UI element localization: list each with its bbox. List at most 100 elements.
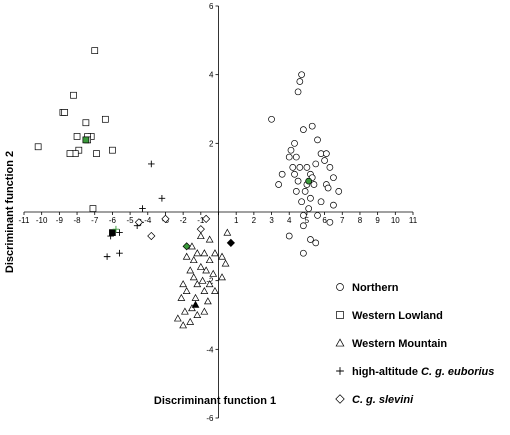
legend-label-part: high-altitude	[352, 366, 421, 378]
circle-point	[314, 136, 321, 144]
square-point	[91, 47, 99, 54]
diamond-point	[147, 231, 156, 241]
legend-label-part: Northern	[352, 282, 399, 294]
circle-point	[330, 174, 337, 182]
circle-point	[335, 188, 343, 195]
circle-point	[292, 153, 300, 161]
square-point	[73, 133, 81, 140]
triangle-point	[205, 235, 214, 243]
triangle-point	[205, 280, 214, 288]
circle-point	[298, 198, 305, 206]
legend-item: Western Mountain	[335, 338, 447, 350]
legend: Northern Western Lowland Western Mountain h…	[335, 282, 494, 406]
triangle-point	[221, 259, 230, 267]
square-point	[75, 146, 83, 154]
plus-point	[158, 194, 166, 202]
legend-diamond-marker	[335, 394, 345, 404]
legend-plus-marker	[336, 367, 344, 375]
triangle-point	[186, 317, 195, 325]
x-tick-label: -2	[180, 216, 188, 225]
x-tick-label: -9	[56, 216, 64, 225]
circle-point	[291, 139, 298, 147]
triangle-point	[173, 314, 182, 322]
y-tick-label: 4	[209, 71, 214, 80]
triangle-point	[179, 280, 188, 288]
x-tick-label: 2	[252, 216, 257, 225]
legend-label: high-altitude C. g. euborius	[352, 366, 494, 378]
triangle-point	[182, 286, 191, 294]
triangle-point	[205, 256, 214, 264]
triangle-point	[193, 280, 202, 288]
y-axis-title: Discriminant function 2	[4, 151, 16, 273]
x-tick-label: -4	[144, 216, 152, 225]
circle-point	[321, 157, 328, 164]
circle-centroid	[305, 177, 313, 185]
legend-item: Western Lowland	[336, 310, 443, 322]
circle-point	[300, 126, 307, 133]
x-tick-label: 7	[340, 216, 345, 225]
triangle-point	[189, 256, 198, 264]
x-tick-label: -10	[36, 216, 48, 225]
diamond-filled-point	[226, 238, 235, 247]
y-tick-label: 2	[209, 139, 214, 148]
triangle-point	[202, 266, 211, 274]
legend-item: high-altitude C. g. euborius	[336, 366, 494, 378]
square-point	[34, 143, 42, 151]
triangle-point	[196, 232, 205, 240]
legend-item: Northern	[336, 282, 399, 294]
x-tick-label: -5	[127, 216, 135, 225]
circle-point	[308, 122, 316, 130]
circle-point	[303, 164, 311, 171]
diamond-point	[134, 218, 144, 227]
x-tick-label: -7	[91, 216, 99, 225]
square-point	[66, 150, 74, 157]
circle-point	[326, 164, 334, 171]
square-point	[89, 205, 97, 212]
circle-point	[310, 181, 318, 188]
x-tick-label: -6	[109, 216, 117, 225]
x-tick-label: 5	[305, 216, 310, 225]
triangle-point	[196, 262, 205, 270]
legend-item: C. g. slevini	[335, 394, 414, 406]
circle-point	[285, 232, 293, 240]
legend-label: Western Lowland	[352, 310, 443, 322]
x-tick-label: 9	[375, 216, 380, 225]
circle-point	[305, 205, 313, 212]
legend-triangle-marker	[335, 338, 345, 347]
plus-point	[103, 253, 111, 260]
triangle-point	[218, 273, 226, 281]
triangle-point	[218, 252, 226, 260]
triangle-point	[203, 297, 212, 305]
circle-point	[298, 71, 305, 79]
circle-point	[287, 146, 295, 154]
legend-circle-marker	[336, 283, 344, 291]
square-filled-point	[109, 229, 116, 236]
triangle-point	[193, 310, 202, 318]
x-tick-label: -8	[73, 216, 81, 225]
circle-point	[300, 249, 307, 257]
plus-point	[139, 205, 146, 212]
triangle-point	[182, 252, 191, 260]
circle-point	[312, 239, 320, 247]
data-points	[34, 47, 343, 329]
legend-label-part: C. g. slevini	[352, 394, 414, 406]
circle-point	[291, 170, 298, 178]
circle-point	[307, 194, 314, 202]
circle-point	[330, 201, 337, 209]
x-tick-label: 10	[391, 216, 400, 225]
x-tick-label: 11	[409, 216, 418, 225]
circle-point	[307, 236, 314, 243]
triangle-point	[209, 269, 218, 277]
x-tick-label: 8	[358, 216, 363, 225]
triangle-point	[211, 249, 219, 257]
square-point	[70, 91, 77, 99]
circle-point	[292, 188, 300, 195]
square-point	[93, 150, 100, 157]
square-point	[109, 146, 116, 154]
plus-centroid	[112, 225, 120, 233]
square-centroid	[82, 136, 90, 144]
circle-point	[317, 198, 325, 206]
circle-point	[294, 88, 302, 96]
circle-point	[312, 160, 320, 168]
diamond-centroid	[182, 242, 191, 251]
